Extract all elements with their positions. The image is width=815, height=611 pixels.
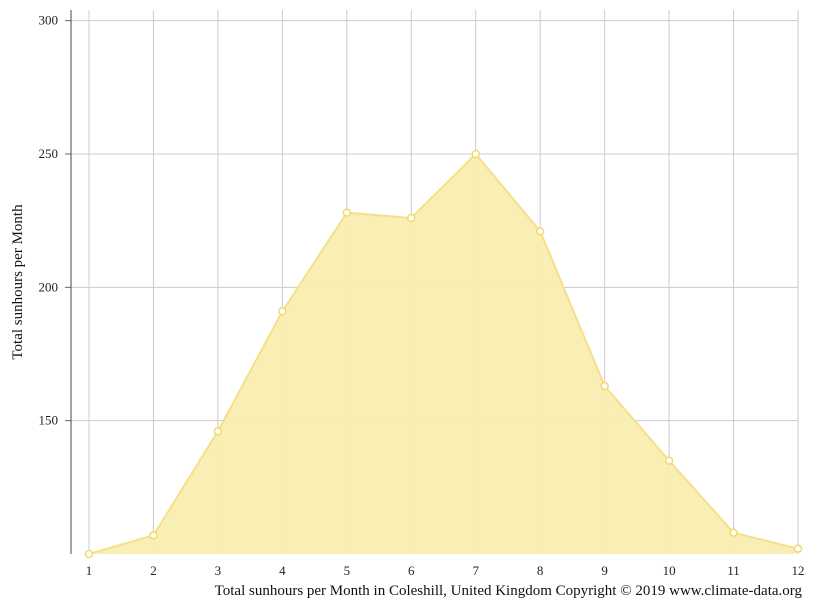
x-tick-label: 4 <box>279 563 286 578</box>
x-tick-label: 7 <box>472 563 479 578</box>
y-axis-label: Total sunhours per Month <box>10 204 26 360</box>
x-tick-label: 10 <box>663 563 676 578</box>
data-point <box>342 208 351 217</box>
x-tick-label: 9 <box>601 563 608 578</box>
data-point <box>213 427 223 436</box>
data-point <box>471 149 480 159</box>
data-point <box>793 544 803 553</box>
y-tick-label: 300 <box>39 13 59 28</box>
y-tick-label: 200 <box>39 279 59 294</box>
x-tick-label: 12 <box>792 563 805 578</box>
data-point <box>407 213 416 223</box>
area-series <box>84 149 803 559</box>
data-point <box>84 549 94 559</box>
series-line <box>88 152 799 555</box>
data-point <box>536 227 545 236</box>
y-tick-label: 150 <box>39 413 59 428</box>
x-tick-label: 3 <box>215 563 222 578</box>
x-tick-label: 2 <box>150 563 157 578</box>
x-tick-label: 6 <box>408 563 415 578</box>
y-tick-label: 250 <box>39 146 59 161</box>
y-axis: 150 200 250 300 <box>39 10 72 554</box>
x-tick-label: 5 <box>344 563 351 578</box>
x-tick-label: 8 <box>537 563 544 578</box>
x-axis: 1 2 3 4 5 6 7 8 9 10 11 12 <box>86 563 805 578</box>
data-point <box>278 307 287 316</box>
x-tick-label: 1 <box>86 563 93 578</box>
data-point <box>600 381 609 391</box>
chart-caption: Total sunhours per Month in Coleshill, U… <box>214 583 802 599</box>
area-fill <box>89 154 798 554</box>
x-tick-label: 11 <box>727 563 740 578</box>
data-point <box>729 528 738 537</box>
data-point <box>149 531 158 540</box>
data-point <box>664 456 674 465</box>
